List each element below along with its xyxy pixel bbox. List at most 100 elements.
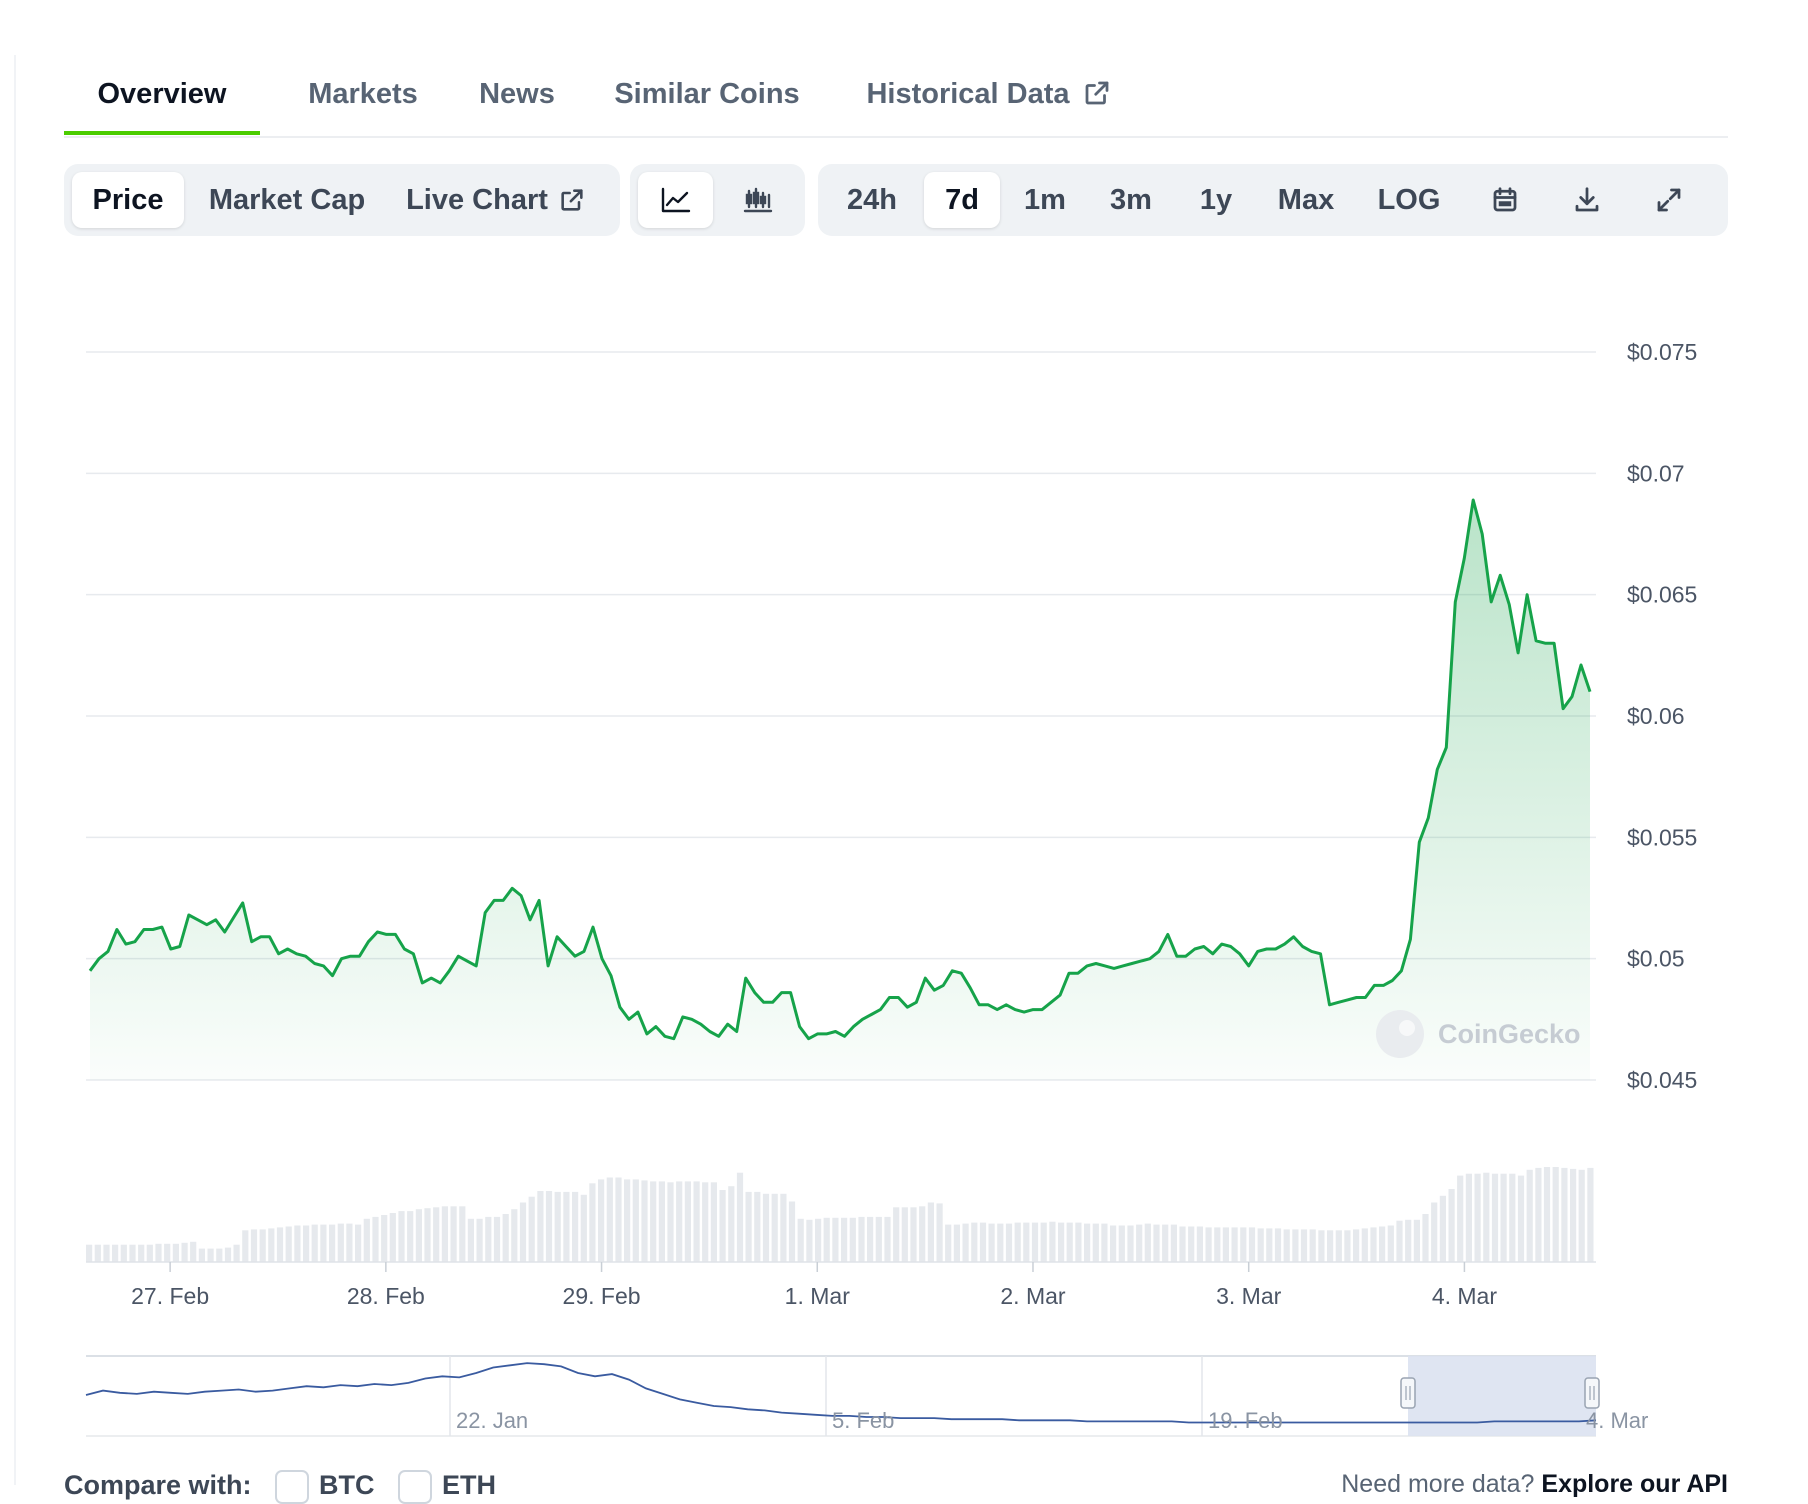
volume-bar [589,1183,596,1262]
volume-bar [1552,1167,1559,1262]
volume-bar [1405,1219,1412,1262]
y-axis-label: $0.045 [1627,1067,1697,1093]
volume-bar [1162,1224,1169,1262]
log-scale-toggle[interactable]: LOG [1360,172,1458,228]
range-1y[interactable]: 1y [1180,172,1252,228]
download-icon [1575,187,1599,212]
line-chart-button[interactable] [638,172,713,228]
volume-bar [936,1203,943,1262]
volume-bar [250,1229,258,1262]
volume-bar [467,1218,474,1262]
range-3m[interactable]: 3m [1090,172,1172,228]
volume-bar [927,1202,934,1262]
tab-news[interactable]: News [456,78,578,136]
coingecko-logo-eye [1399,1020,1415,1036]
volume-bar [485,1216,492,1262]
volume-bar [606,1177,613,1262]
tab-historical-data[interactable]: Historical Data [844,78,1134,136]
volume-bar [190,1241,197,1262]
fullscreen-button[interactable] [1632,172,1706,228]
volume-bar [198,1248,205,1262]
api-promo-text: Need more data? [1341,1470,1535,1498]
navigator-date-label: 19. Feb [1208,1408,1283,1433]
coingecko-watermark: CoinGecko [1376,1010,1581,1058]
volume-bar [476,1218,483,1262]
volume-bar [580,1194,587,1262]
line-chart-icon [661,187,690,213]
chart-style-group [630,164,805,236]
volume-bar [545,1191,553,1262]
volume-bar [94,1244,101,1262]
download-button[interactable] [1550,172,1624,228]
x-axis-label: 1. Mar [785,1283,851,1309]
navigator-right-handle[interactable] [1584,1377,1600,1409]
volume-bar [1214,1227,1221,1262]
volume-bar [667,1182,674,1262]
volume-bar [303,1225,310,1262]
y-axis-label: $0.055 [1627,824,1697,850]
explore-api-link[interactable]: Explore our API [1541,1470,1728,1498]
tab-overview[interactable]: Overview [64,78,260,136]
volume-bar [407,1211,414,1262]
volume-bar [641,1180,648,1262]
volume-bar [355,1224,362,1262]
volume-bar [502,1214,509,1262]
volume-bar [1136,1224,1143,1262]
volume-bar [1578,1169,1585,1262]
range-1m[interactable]: 1m [1008,172,1082,228]
tab-similar-coins[interactable]: Similar Coins [592,78,822,136]
volume-bar [615,1177,622,1262]
left-divider [14,55,16,1485]
volume-bar [858,1216,865,1262]
compare-label: Compare with: [64,1470,252,1501]
volume-bar [155,1243,162,1262]
volume-bar [762,1193,770,1262]
volume-bar [1283,1229,1290,1262]
price-line [88,498,1592,1041]
y-axis-label: $0.07 [1627,460,1685,486]
navigator-window[interactable] [1408,1356,1596,1436]
y-axis-label: $0.075 [1627,339,1697,365]
volume-bar [103,1244,110,1262]
volume-bar [893,1207,900,1262]
volume-bar [632,1179,639,1262]
date-range-button[interactable] [1468,172,1542,228]
navigator-left-handle[interactable] [1400,1377,1416,1409]
range-3m-label: 3m [1110,183,1152,216]
range-7d-label: 7d [945,183,979,216]
market-cap-toggle[interactable]: Market Cap [192,172,382,228]
range-max[interactable]: Max [1260,172,1352,228]
range-1y-label: 1y [1199,183,1233,216]
tab-historical-data-label: Historical Data [866,78,1070,110]
volume-bar [684,1181,691,1262]
volume-bar [337,1223,344,1262]
compare-btc-checkbox[interactable] [275,1470,310,1504]
volume-bar [1413,1219,1420,1262]
compare-eth-label: ETH [442,1470,497,1501]
navigator-date-label: 5. Feb [832,1408,894,1433]
tab-overview-label: Overview [97,78,227,110]
range-24h[interactable]: 24h [826,172,918,228]
compare-eth-checkbox[interactable] [398,1470,433,1504]
candlestick-chart-button[interactable] [720,172,795,228]
range-navigator[interactable]: 22. Jan 5. Feb 19. Feb 4. Mar [85,1355,1648,1437]
range-24h-label: 24h [847,183,897,216]
volume-bar [1587,1167,1594,1262]
live-chart-link[interactable]: Live Chart [386,172,606,228]
volume-bar [650,1181,657,1262]
x-axis-label: 28. Feb [347,1283,425,1309]
volume-bar [1561,1167,1568,1262]
volume-bar [919,1206,926,1262]
watermark-text: CoinGecko [1438,1019,1581,1049]
volume-bar [372,1216,379,1262]
volume-bar [554,1191,561,1262]
volume-bar [181,1242,188,1262]
volume-bar [1387,1225,1394,1262]
volume-bar [1474,1173,1481,1262]
volume-bar [979,1222,987,1262]
volume-bar [1431,1202,1438,1262]
price-toggle[interactable]: Price [72,172,184,228]
range-7d[interactable]: 7d [924,172,1000,228]
tab-markets[interactable]: Markets [282,78,444,136]
